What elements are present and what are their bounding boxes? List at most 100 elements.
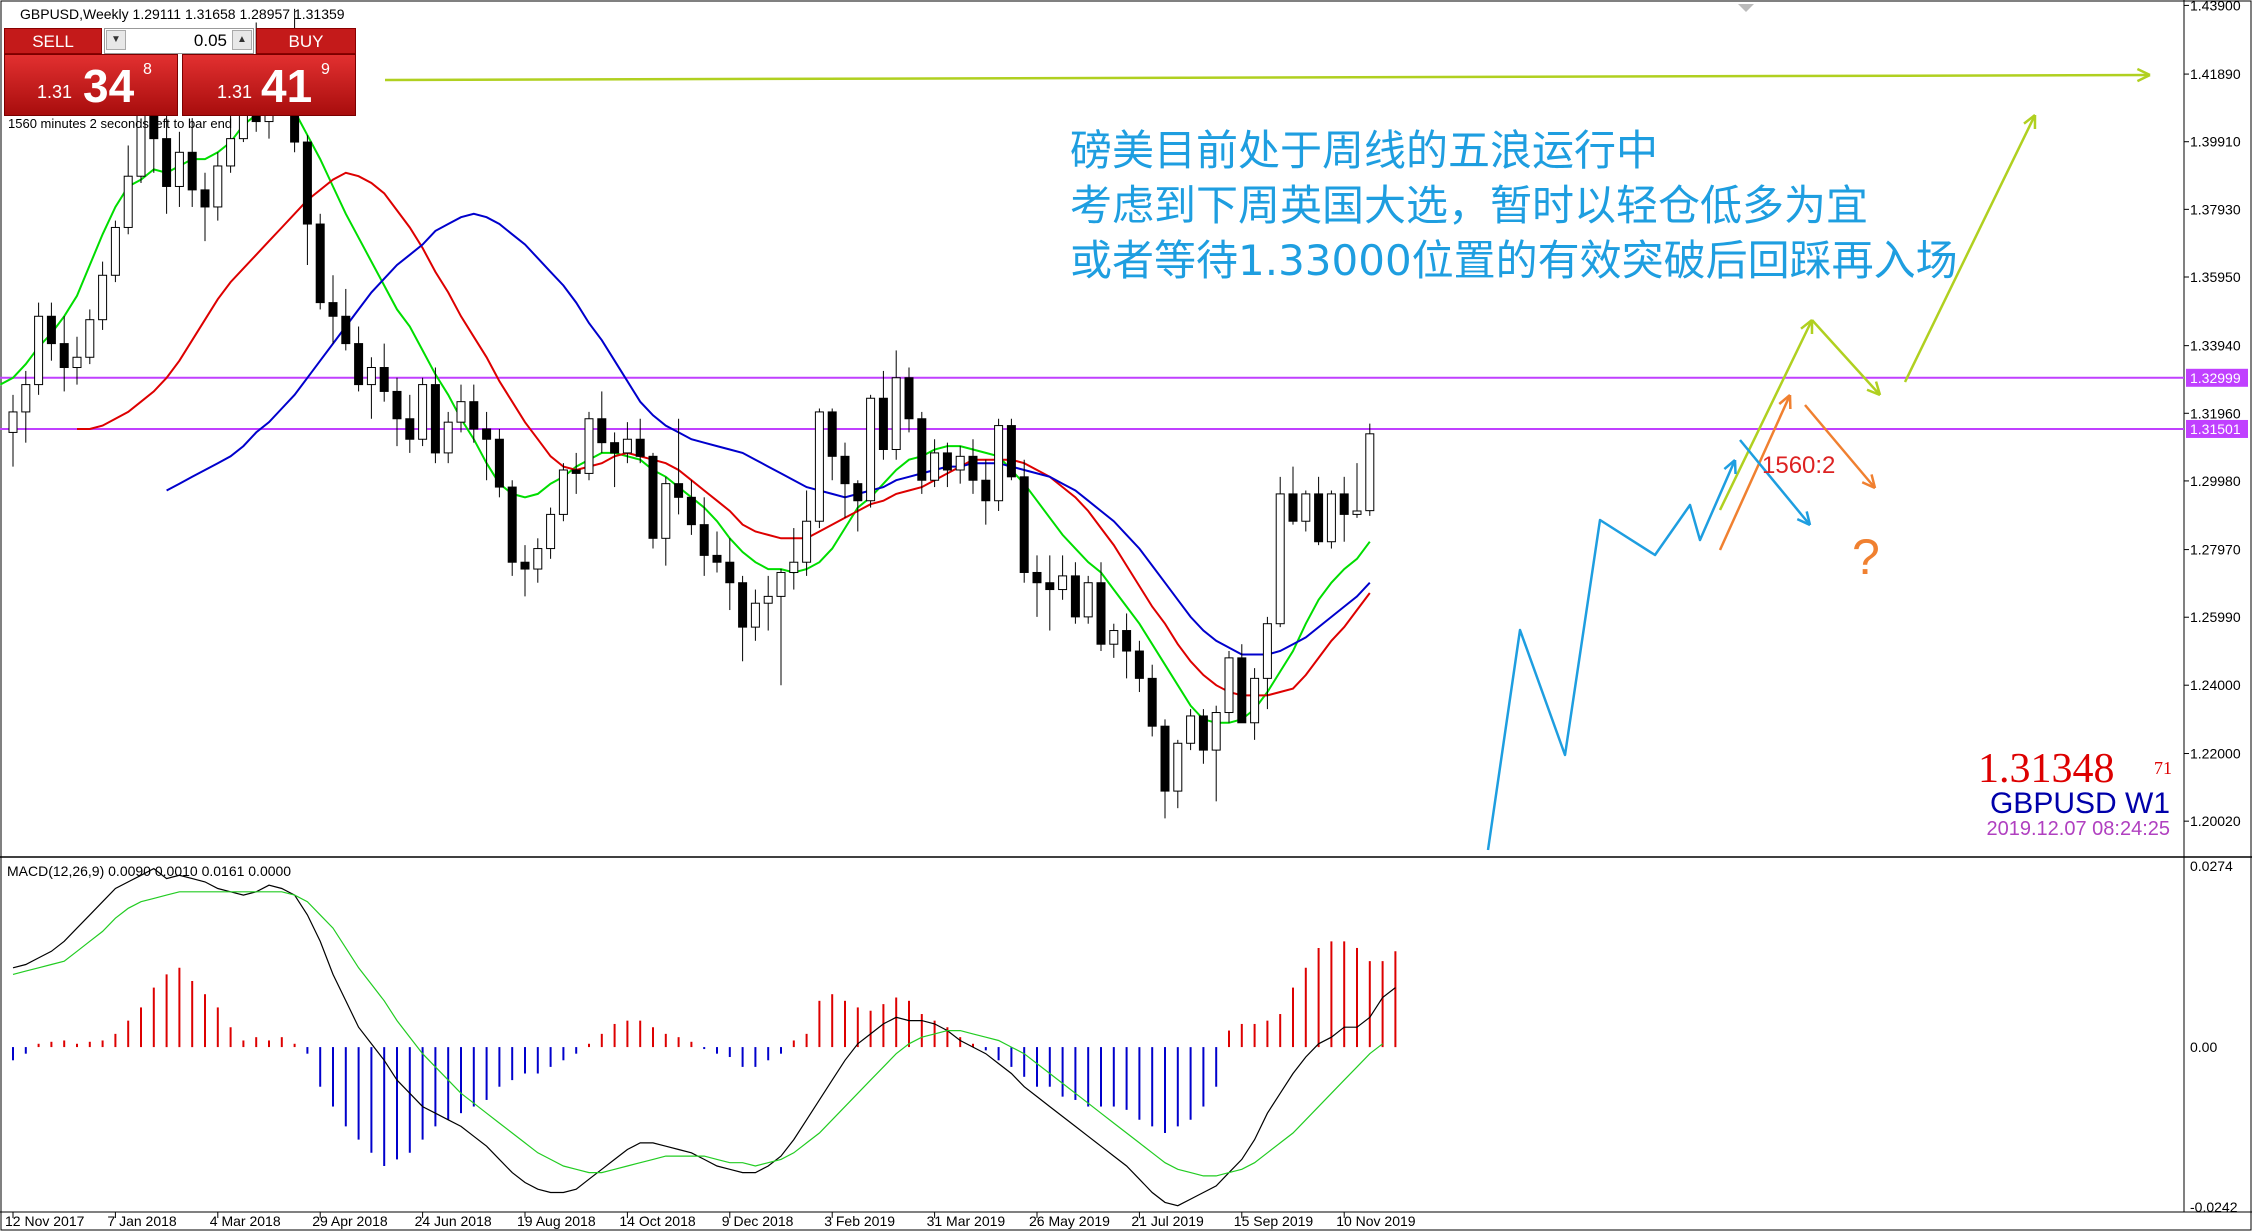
price-tick-label: 1.20020 <box>2190 813 2241 829</box>
buy-price-prefix: 1.31 <box>217 82 253 102</box>
elliott-wave-arrows <box>1486 459 1737 851</box>
candle-body <box>1262 623 1272 679</box>
wave-arrow-blue-down <box>1739 439 1811 526</box>
wave-arrow-down-1 <box>1811 319 1881 396</box>
candle-body <box>520 561 530 570</box>
candle-body <box>546 513 556 550</box>
macd-tick-label: -0.0242 <box>2190 1199 2238 1215</box>
candle-body <box>21 384 31 413</box>
price-tick-label: 1.33940 <box>2190 338 2241 354</box>
candle-body <box>1122 630 1132 652</box>
candle-body <box>1134 650 1144 679</box>
candle-body <box>494 438 504 488</box>
arrowhead-icon <box>1796 511 1812 527</box>
arrowhead-icon <box>2023 114 2037 130</box>
buy-price-sup: 9 <box>321 61 330 78</box>
time-tick-label: 4 Mar 2018 <box>210 1213 281 1229</box>
candle-body <box>968 455 978 481</box>
macd-tick-label: 0.00 <box>2190 1039 2217 1055</box>
macd-main-line <box>12 867 1396 1207</box>
price-tick-label: 1.25990 <box>2190 609 2241 625</box>
price-tick-label: 1.29980 <box>2190 473 2241 489</box>
candle-body <box>1198 715 1208 751</box>
arrowhead-icon <box>2136 67 2151 83</box>
candle-body <box>392 390 402 420</box>
candle-body <box>1224 657 1234 714</box>
candle-body <box>699 524 709 556</box>
candle-body <box>738 582 748 628</box>
arrowhead-icon <box>1861 474 1877 490</box>
candle-body <box>1096 582 1106 645</box>
lot-decrease-icon[interactable]: ▼ <box>106 30 126 50</box>
wave-arrow-up-2 <box>1903 114 2037 383</box>
sell-price-box[interactable]: 1.31 34 8 <box>4 54 178 116</box>
candle-body <box>661 483 671 539</box>
macd-signal-line <box>12 891 1383 1177</box>
symbol-timeframe: GBPUSD W1 <box>1990 787 2170 820</box>
candle-body <box>1045 582 1055 591</box>
wave-arrow-up-1 <box>1718 319 1814 511</box>
server-datetime: 2019.12.07 08:24:25 <box>1986 818 2170 840</box>
candle-body <box>1160 725 1170 792</box>
candle-body <box>840 455 850 485</box>
current-price-small: 71 <box>2154 758 2172 778</box>
question-mark: ? <box>1852 529 1880 585</box>
candle-body <box>482 428 492 440</box>
price-tick-label: 1.39910 <box>2190 134 2241 150</box>
candle-body <box>1326 493 1336 543</box>
candle-body <box>85 319 95 358</box>
candle-body <box>1032 571 1042 584</box>
arrowhead-icon <box>1778 394 1792 410</box>
sell-button[interactable]: SELL <box>4 28 102 54</box>
arrowhead-icon <box>1800 319 1814 335</box>
candle-body <box>1237 657 1247 724</box>
candle-body <box>1109 630 1119 645</box>
buy-button[interactable]: BUY <box>256 28 356 54</box>
candle-body <box>866 397 876 502</box>
arrowhead-icon <box>1866 381 1882 397</box>
candle-body <box>59 343 69 369</box>
candle-body <box>533 548 543 570</box>
candle-body <box>174 151 184 187</box>
lot-increase-icon[interactable]: ▲ <box>232 30 252 50</box>
candle-body <box>456 401 466 423</box>
buy-price-box[interactable]: 1.31 41 9 <box>182 54 356 116</box>
wave-count-label: 1560:2 <box>1762 452 1835 479</box>
price-tick-label: 1.31960 <box>2190 405 2241 421</box>
time-tick-label: 24 Jun 2018 <box>415 1213 492 1229</box>
candle-body <box>1070 575 1080 618</box>
candle-body <box>405 418 415 440</box>
lot-size-input[interactable]: 0.05 <box>104 28 254 54</box>
candle-body <box>891 377 901 450</box>
current-price-main: 1.31348 <box>1978 746 2115 792</box>
candle-body <box>853 483 863 502</box>
sell-price-sup: 8 <box>143 61 152 78</box>
scroll-marker-icon[interactable] <box>1738 4 1754 12</box>
price-tick-label: 1.27970 <box>2190 542 2241 558</box>
candle-body <box>430 384 440 454</box>
candle-body <box>610 442 620 454</box>
candle-body <box>930 452 940 481</box>
candle-body <box>712 554 722 563</box>
candle-body <box>1339 493 1349 515</box>
candle-body <box>187 151 197 191</box>
level-price-tag <box>2186 368 2248 387</box>
candle-body <box>200 189 210 208</box>
level-price-label: 1.31501 <box>2190 421 2241 437</box>
arrowhead-icon <box>1723 459 1737 475</box>
price-tick-label: 1.43900 <box>2190 0 2241 13</box>
price-tick-label: 1.37930 <box>2190 201 2241 217</box>
candle-body <box>98 274 108 321</box>
candle-body <box>46 315 56 345</box>
candle-body <box>1186 715 1196 744</box>
price-tick-label: 1.41890 <box>2190 66 2241 82</box>
time-tick-label: 9 Dec 2018 <box>722 1213 794 1229</box>
candle-body <box>1301 493 1311 522</box>
time-tick-label: 14 Oct 2018 <box>619 1213 695 1229</box>
macd-label: MACD(12,26,9) 0.0090 0.0010 0.0161 0.000… <box>7 863 291 879</box>
candle-body <box>597 418 607 444</box>
header-symbol-line: GBPUSD,Weekly 1.29111 1.31658 1.28957 1.… <box>20 6 345 22</box>
candle-body <box>635 438 645 457</box>
level-price-tag <box>2186 419 2248 438</box>
